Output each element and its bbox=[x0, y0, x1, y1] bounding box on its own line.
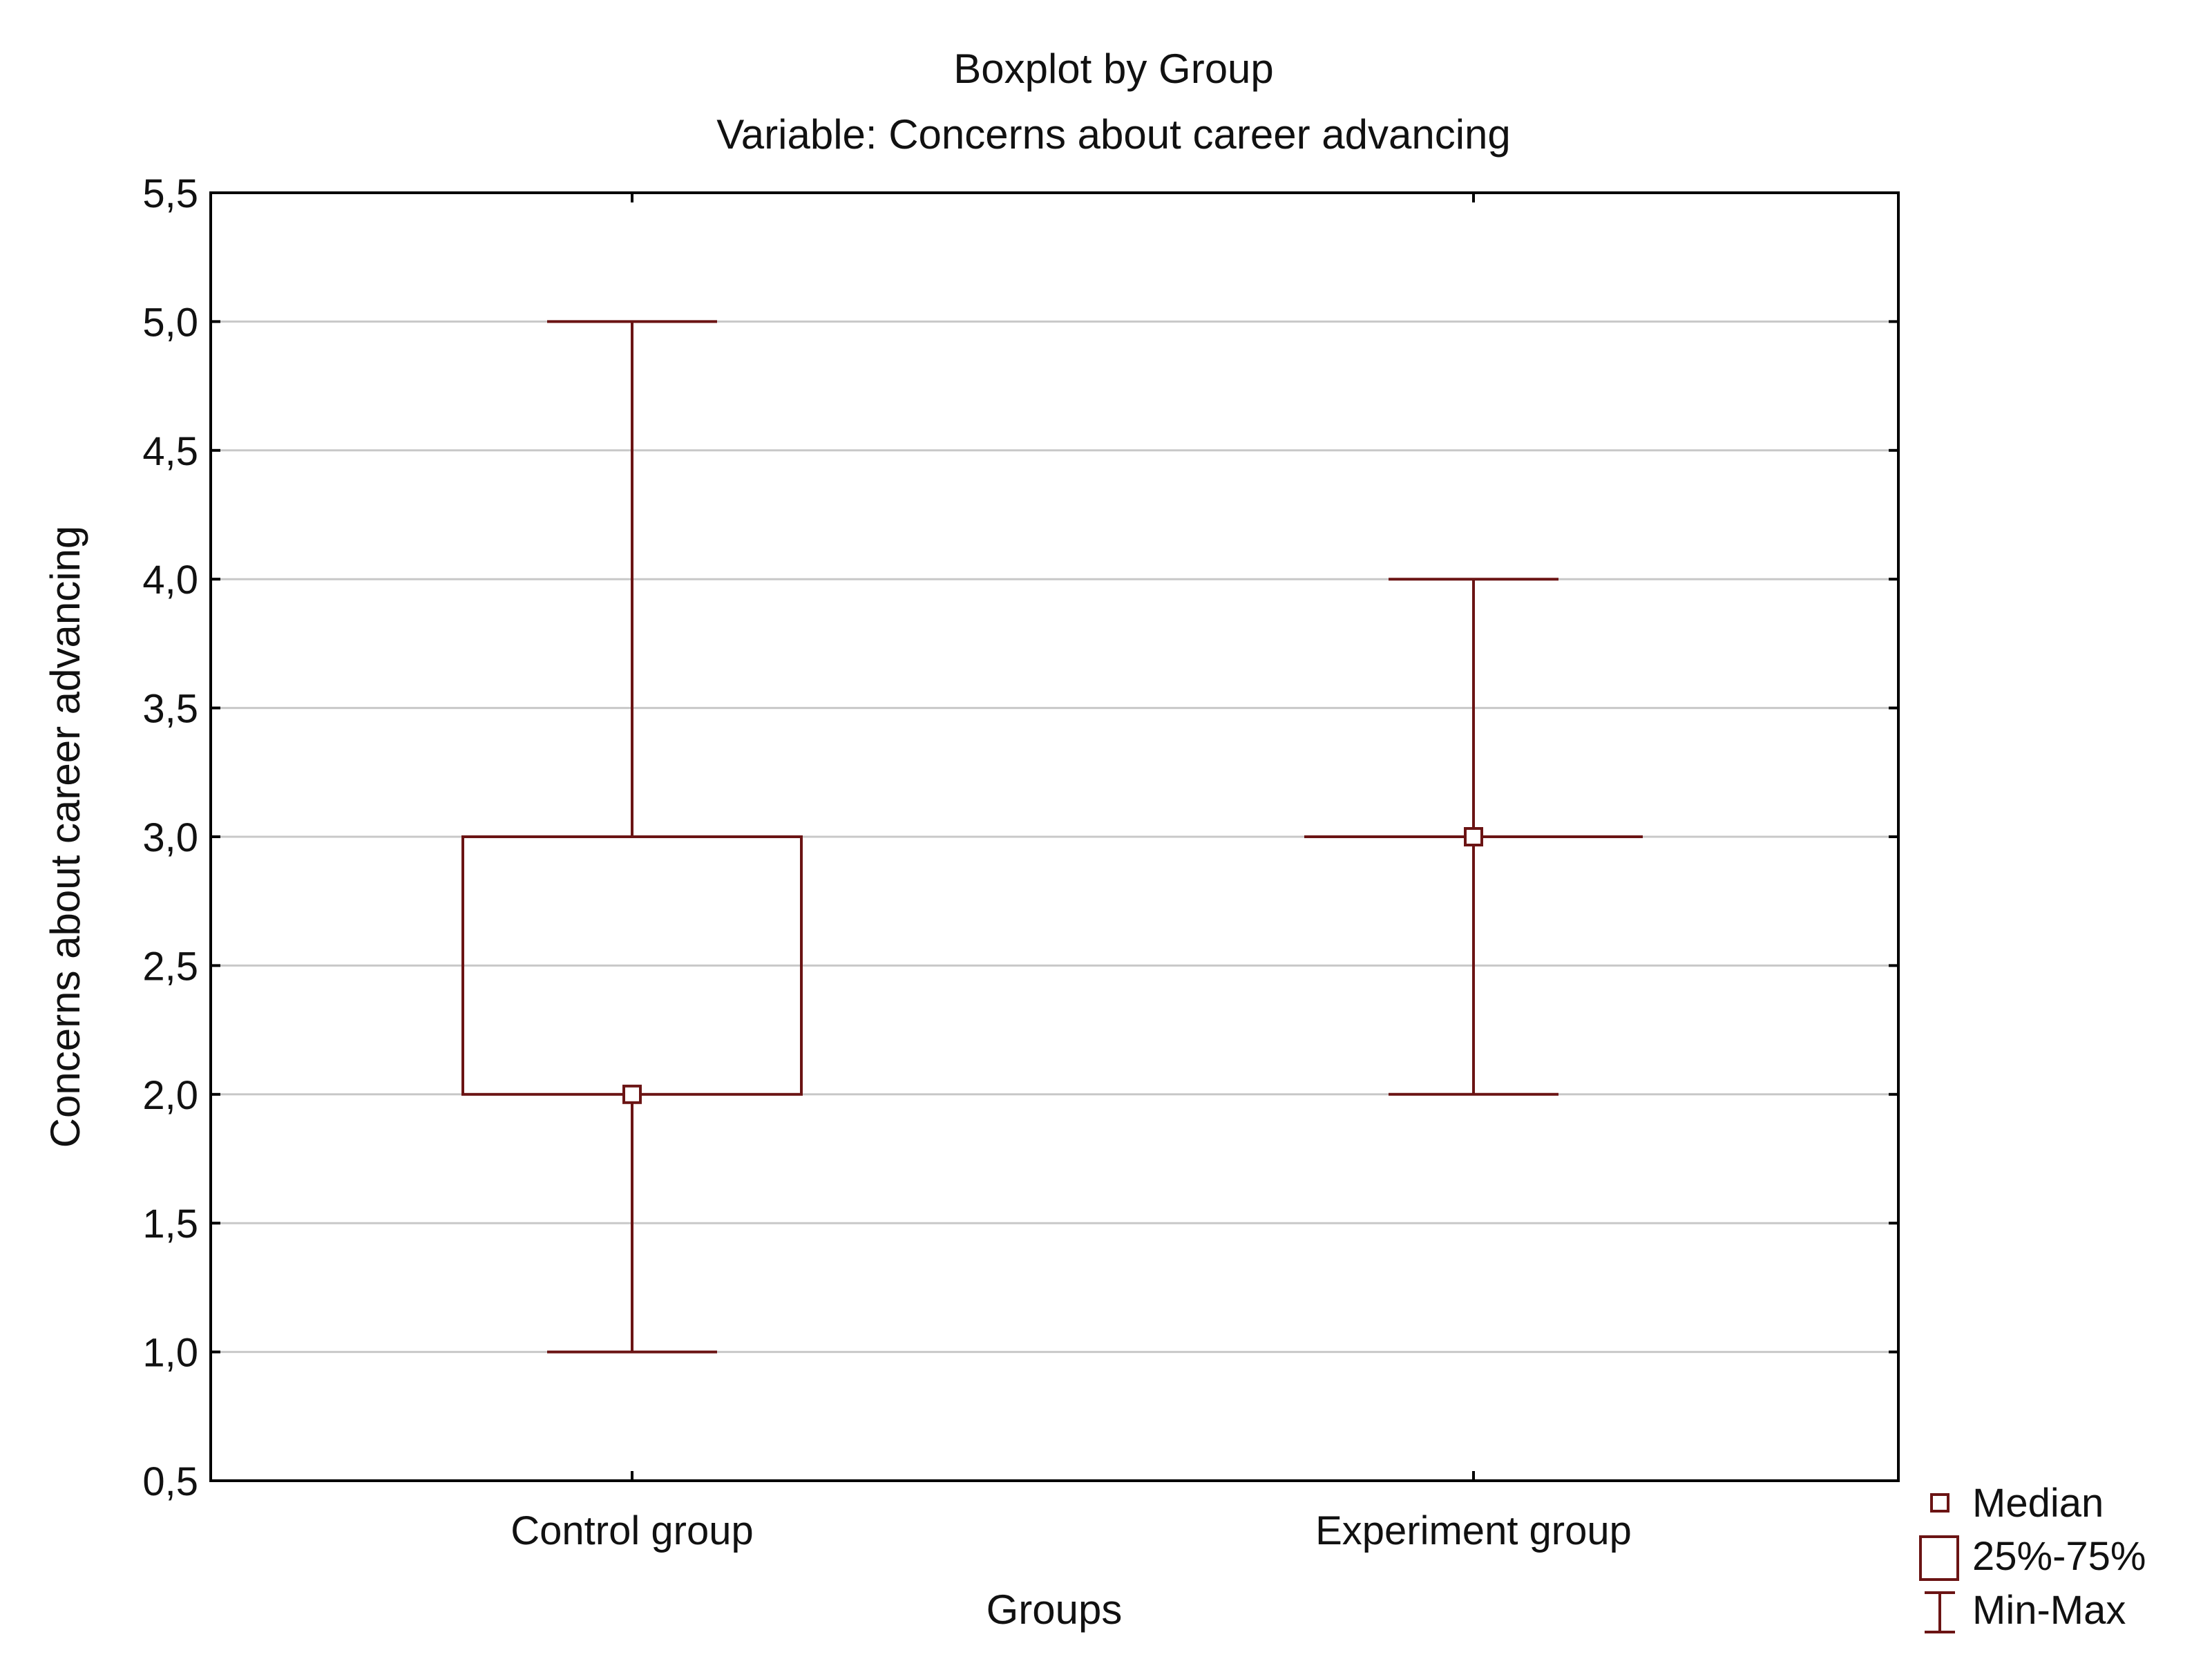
y-tick-label: 3,5 bbox=[142, 687, 198, 732]
median-marker bbox=[1464, 827, 1483, 846]
box-group bbox=[461, 320, 803, 1354]
legend: Median 25%-75% Min-Max bbox=[1919, 1481, 2146, 1633]
plot-frame bbox=[209, 191, 1900, 1482]
chart-title: Boxplot by Group bbox=[953, 46, 1274, 92]
legend-median-icon bbox=[1930, 1493, 1949, 1513]
x-tick-label: Control group bbox=[511, 1508, 753, 1553]
x-axis-label: Groups bbox=[986, 1586, 1123, 1633]
y-tick-label: 0,5 bbox=[142, 1459, 198, 1504]
chart-subtitle: Variable: Concerns about career advancin… bbox=[716, 111, 1511, 158]
y-tick-label: 4,0 bbox=[142, 558, 198, 603]
y-axis-label: Concerns about career advancing bbox=[42, 526, 88, 1148]
y-tick-label: 5,0 bbox=[142, 300, 198, 345]
legend-box-icon bbox=[1919, 1535, 1959, 1581]
y-tick-label: 4,5 bbox=[142, 429, 198, 474]
legend-median-label: Median bbox=[1972, 1481, 2104, 1526]
y-tick-label: 3,0 bbox=[142, 815, 198, 860]
x-tick-label: Experiment group bbox=[1315, 1508, 1632, 1553]
boxes-layer bbox=[461, 320, 1643, 1354]
y-tick-label: 5,5 bbox=[142, 171, 198, 216]
y-tick-label: 1,5 bbox=[142, 1202, 198, 1246]
box-group bbox=[1304, 578, 1643, 1096]
x-axis-ticks: Control group Experiment group bbox=[511, 193, 1632, 1553]
y-tick-label: 1,0 bbox=[142, 1331, 198, 1376]
legend-minmax-label: Min-Max bbox=[1972, 1588, 2126, 1633]
y-axis-ticks: 0,5 1,0 1,5 2,0 2,5 3,0 3,5 4,0 4,5 5,0 5,5 bbox=[142, 171, 1898, 1504]
y-tick-label: 2,0 bbox=[142, 1073, 198, 1118]
median-marker bbox=[622, 1084, 642, 1104]
y-tick-label: 2,5 bbox=[142, 944, 198, 989]
legend-box-label: 25%-75% bbox=[1972, 1534, 2146, 1579]
